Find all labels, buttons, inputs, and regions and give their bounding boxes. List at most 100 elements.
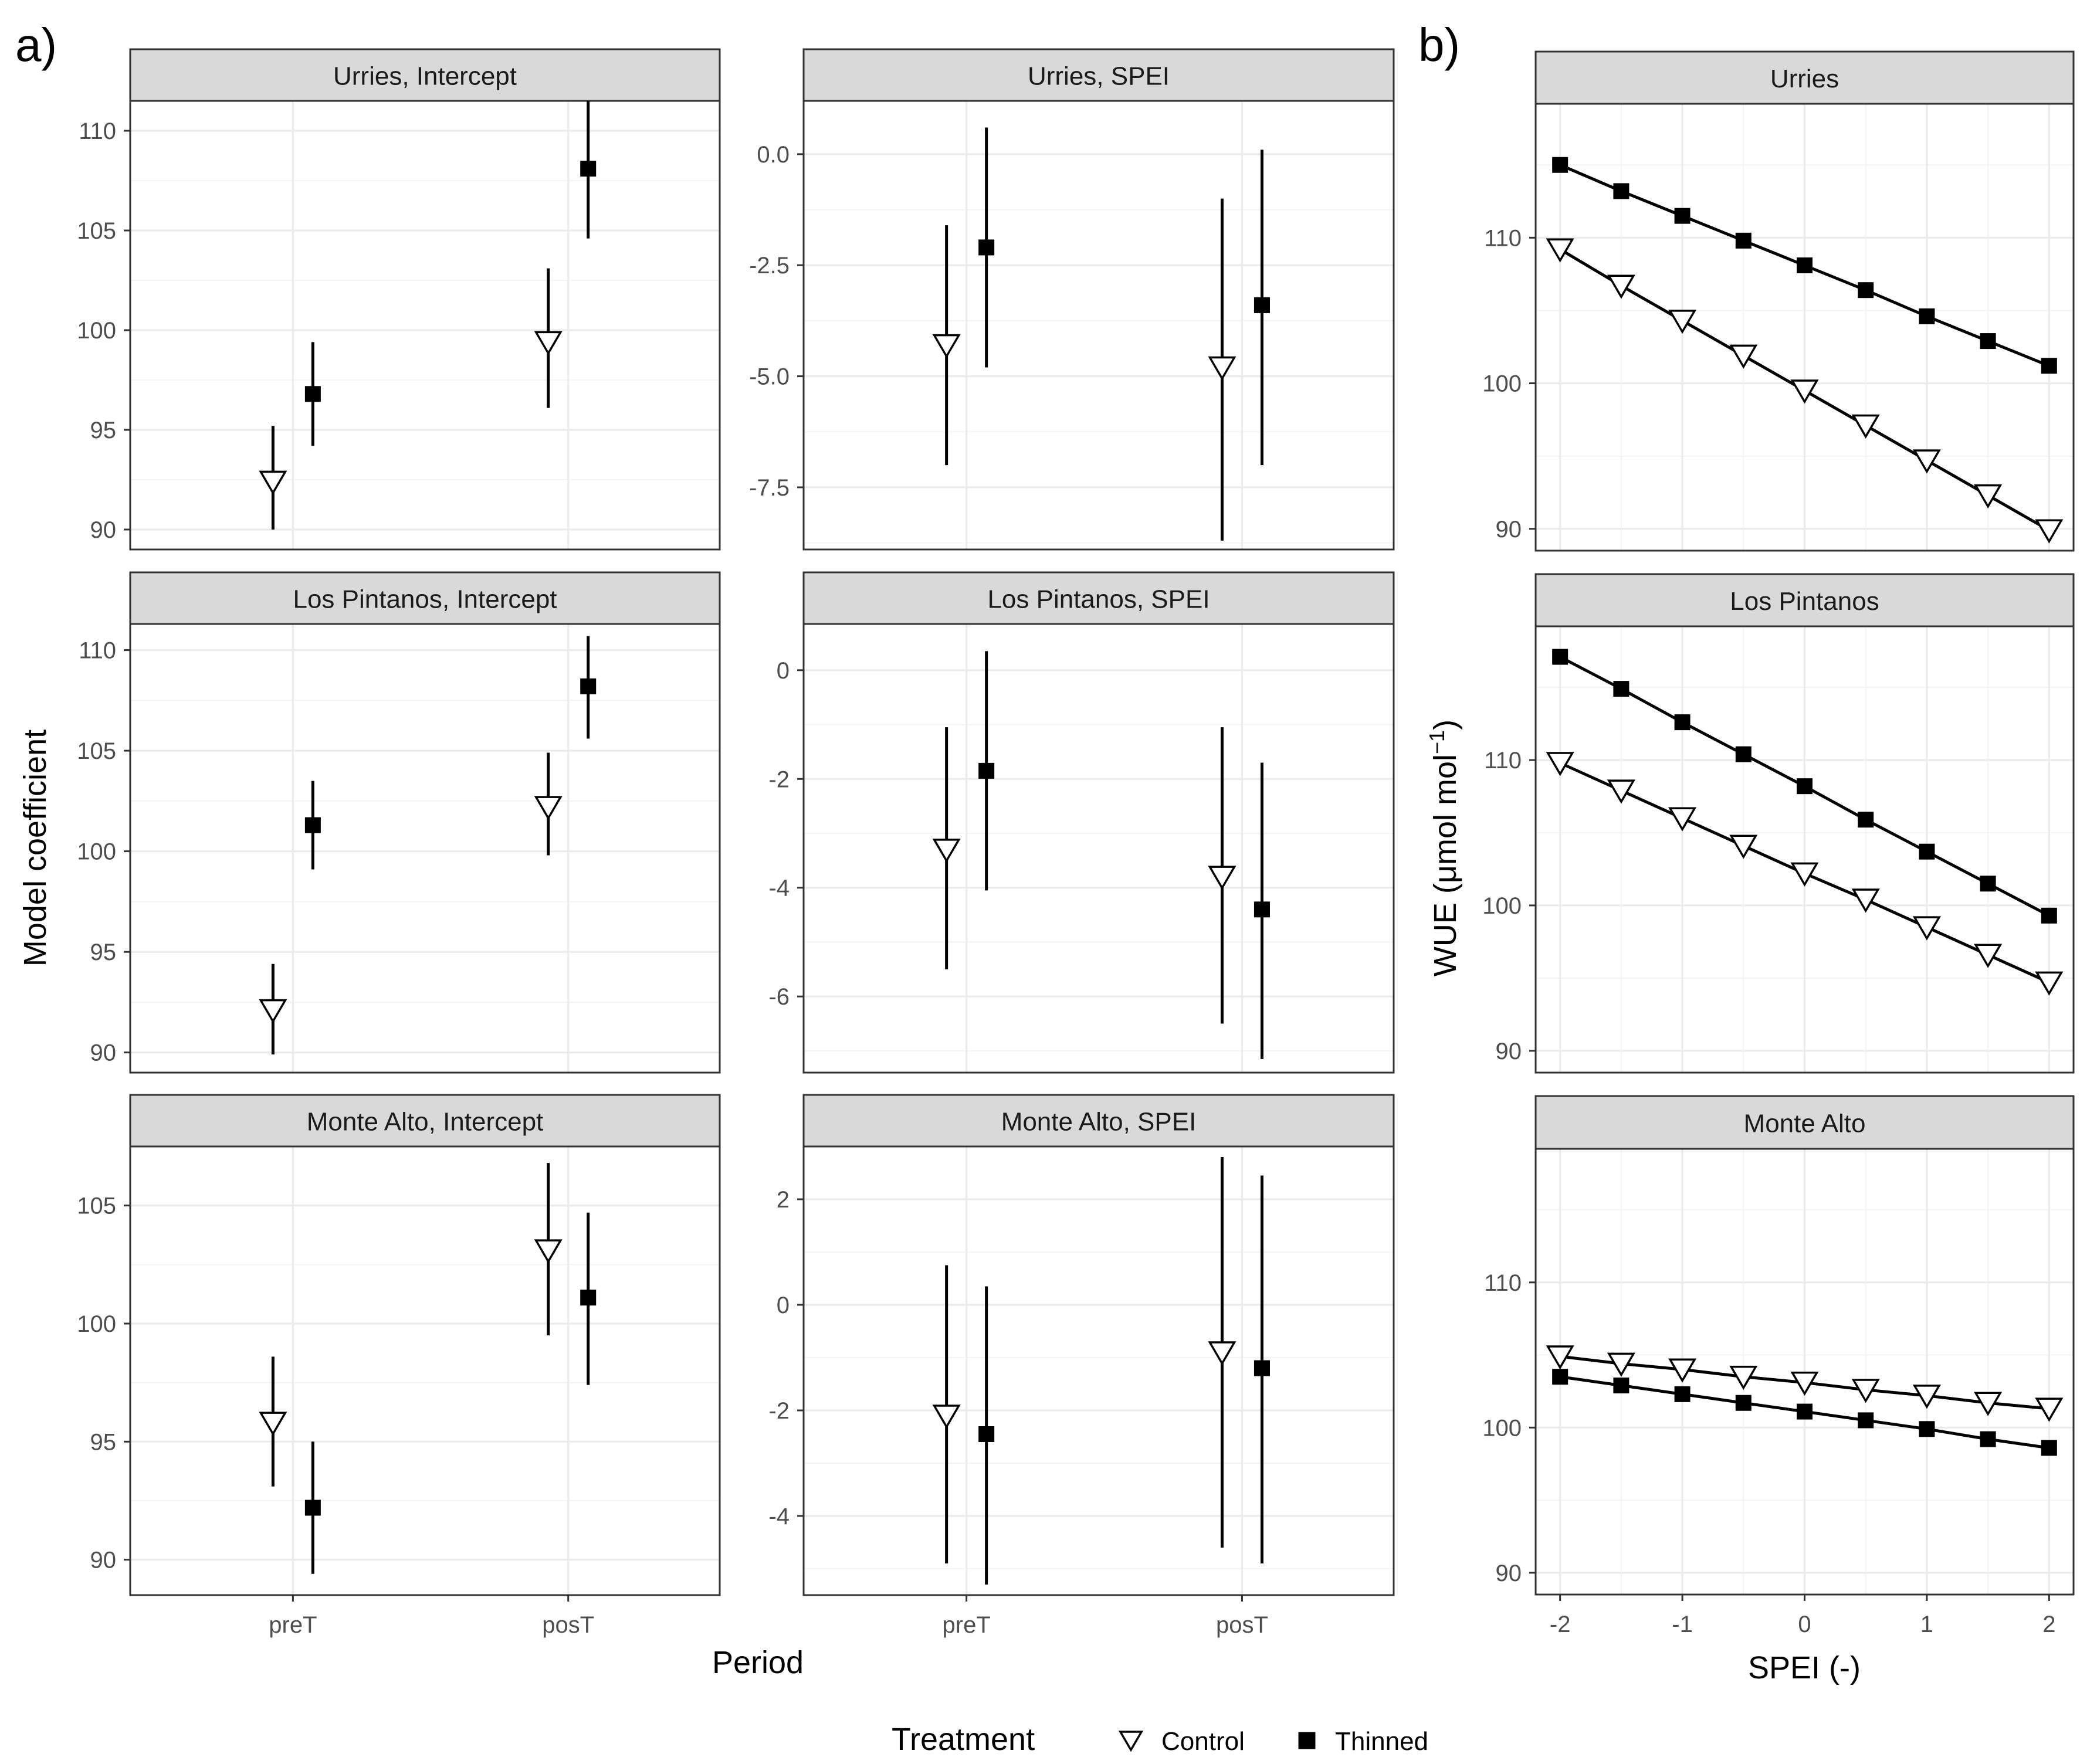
y-axis-title-model-coefficient: Model coefficient: [18, 730, 53, 966]
y-tick-label: 95: [90, 1429, 117, 1455]
point-thinned-pret: [304, 817, 321, 833]
y-tick-label: -5.0: [749, 364, 790, 390]
y-tick-label: 110: [1484, 225, 1522, 251]
panel-a-label: a): [15, 19, 57, 71]
point-thinned-6: [1919, 1421, 1935, 1437]
point-control-0: [1546, 1345, 1574, 1370]
y-tick-label: 110: [79, 638, 116, 664]
point-control-4: [1790, 862, 1819, 887]
panel-monte-alto-intercept: Monte Alto, Intercept 90 95 100 105 preT posT: [77, 1094, 721, 1638]
point-control-5: [1851, 414, 1880, 439]
y-tick-label: 0.0: [757, 142, 790, 168]
point-thinned-post: [580, 1290, 597, 1306]
point-control-4: [1790, 1371, 1819, 1396]
point-control-pret: [932, 1405, 961, 1429]
point-thinned-pret: [304, 386, 321, 402]
point-control-1: [1607, 779, 1635, 804]
point-thinned-7: [1980, 876, 1996, 892]
panel-los-pintanos-intercept: Los Pintanos, Intercept 90 95 100 105 110: [77, 571, 721, 1074]
x-tick-label: preT: [269, 1612, 317, 1638]
strip-header: [1534, 1095, 2075, 1150]
point-control-pret: [932, 839, 961, 863]
point-thinned-post: [1254, 1360, 1270, 1376]
point-control-post: [1208, 356, 1236, 381]
legend-title: Treatment: [892, 1722, 1035, 1757]
strip-title-urries-intercept: Urries, Intercept: [333, 62, 517, 91]
point-control-post: [534, 1239, 563, 1264]
strip-header: [802, 571, 1395, 625]
point-thinned-2: [1674, 208, 1691, 224]
point-thinned-6: [1919, 843, 1935, 860]
x-tick-label: 0: [1798, 1612, 1811, 1637]
strip-title-monte-alto-spei: Monte Alto, SPEI: [1001, 1108, 1197, 1137]
point-control-1: [1607, 1352, 1635, 1377]
point-control-7: [1974, 484, 2003, 509]
point-thinned-0: [1552, 157, 1568, 173]
legend: Treatment Control Thinned: [892, 1722, 1428, 1757]
strip-header: [1534, 573, 2075, 627]
x-tick-label: -2: [1550, 1612, 1571, 1637]
strip-header: [1534, 50, 2075, 105]
y-tick-label: 0: [777, 658, 790, 684]
point-thinned-6: [1919, 308, 1935, 324]
point-control-1: [1607, 274, 1635, 299]
point-control-8: [2035, 971, 2064, 996]
y-axis-title-wue-main: WUE (μmol mol: [1428, 754, 1463, 976]
point-thinned-post: [580, 161, 597, 177]
y-tick-label: -2: [768, 1398, 790, 1424]
point-thinned-post: [1254, 901, 1270, 918]
panel-los-pintanos: Los Pintanos 90 100 110: [1482, 573, 2075, 1074]
strip-title-los-pintanos-intercept: Los Pintanos, Intercept: [293, 585, 557, 614]
point-control-pret: [259, 470, 287, 495]
point-control-6: [1912, 1385, 1941, 1409]
y-tick-label: 90: [1496, 1561, 1522, 1586]
y-tick-label: 100: [77, 839, 116, 865]
point-thinned-5: [1858, 1412, 1874, 1429]
point-thinned-pret: [978, 762, 995, 779]
y-tick-label: -4: [768, 876, 790, 901]
point-control-6: [1912, 916, 1941, 941]
point-thinned-post: [580, 678, 597, 694]
legend-item-thinned: Thinned: [1335, 1727, 1428, 1756]
x-tick-label: posT: [542, 1612, 594, 1638]
x-tick-label: 2: [2042, 1612, 2055, 1637]
plot-area: [129, 1145, 721, 1596]
point-thinned-1: [1613, 681, 1630, 697]
point-thinned-pret: [304, 1500, 321, 1516]
x-tick-label: posT: [1216, 1612, 1268, 1638]
y-tick-label: 90: [90, 1548, 117, 1573]
y-tick-label: 105: [77, 1193, 116, 1219]
plot-area: [129, 623, 721, 1074]
point-control-pret: [932, 334, 961, 359]
plot-area: [802, 100, 1395, 551]
y-tick-label: 105: [77, 218, 116, 244]
point-thinned-8: [2041, 358, 2057, 374]
y-tick-label: -2: [768, 766, 790, 792]
point-control-5: [1851, 1379, 1880, 1403]
plot-area: [129, 100, 721, 551]
point-control-pret: [259, 999, 287, 1024]
panel-los-pintanos-spei: Los Pintanos, SPEI 0 -2 -4 -6: [768, 571, 1395, 1074]
point-control-7: [1974, 1392, 2003, 1416]
y-tick-label: 110: [1484, 748, 1522, 774]
strip-header: [129, 1094, 721, 1148]
point-thinned-8: [2041, 1440, 2057, 1456]
y-tick-label: 100: [1482, 893, 1522, 919]
point-control-3: [1729, 344, 1758, 369]
strip-title-urries: Urries: [1770, 65, 1839, 93]
point-control-2: [1668, 1358, 1697, 1383]
point-thinned-pret: [978, 1426, 995, 1442]
x-axis-title-spei: SPEI (-): [1748, 1650, 1861, 1685]
plot-area: [802, 1145, 1395, 1596]
panel-b-label: b): [1418, 19, 1460, 71]
point-control-0: [1546, 752, 1574, 776]
point-control-4: [1790, 379, 1819, 404]
point-control-post: [1208, 1341, 1236, 1366]
point-thinned-2: [1674, 714, 1691, 731]
point-control-3: [1729, 834, 1758, 859]
point-thinned-3: [1735, 232, 1752, 249]
point-control-7: [1974, 944, 2003, 968]
point-thinned-4: [1797, 257, 1813, 274]
strip-header: [802, 1094, 1395, 1148]
y-tick-label: -7.5: [749, 475, 790, 501]
